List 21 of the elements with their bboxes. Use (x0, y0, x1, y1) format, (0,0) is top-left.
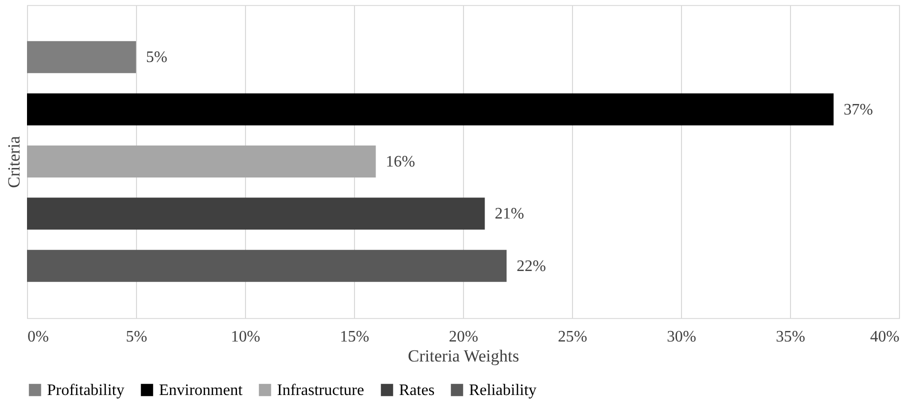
x-tick-label: 20% (448, 328, 478, 346)
x-tick-label: 15% (340, 328, 370, 346)
x-tick-label: 35% (776, 328, 806, 346)
y-axis-title: Criteria (4, 136, 24, 188)
x-tick-label: 0% (28, 328, 49, 346)
legend-label: Environment (159, 382, 244, 399)
data-label: 5% (146, 49, 168, 66)
x-tick-label: 25% (558, 328, 588, 346)
legend-label: Reliability (469, 382, 537, 399)
legend-label: Infrastructure (277, 382, 364, 399)
data-label: 37% (844, 101, 873, 118)
x-axis-title: Criteria Weights (408, 346, 520, 366)
data-label: 21% (494, 206, 524, 223)
legend-label: Profitability (47, 382, 124, 399)
x-tick-label: 5% (126, 328, 148, 346)
x-tick-label: 40% (870, 328, 900, 346)
data-label: 16% (386, 154, 416, 170)
data-label: 22% (516, 258, 546, 275)
x-tick-label: 10% (230, 328, 260, 346)
legend-label: Rates (399, 382, 435, 399)
x-tick-label: 30% (666, 328, 696, 346)
